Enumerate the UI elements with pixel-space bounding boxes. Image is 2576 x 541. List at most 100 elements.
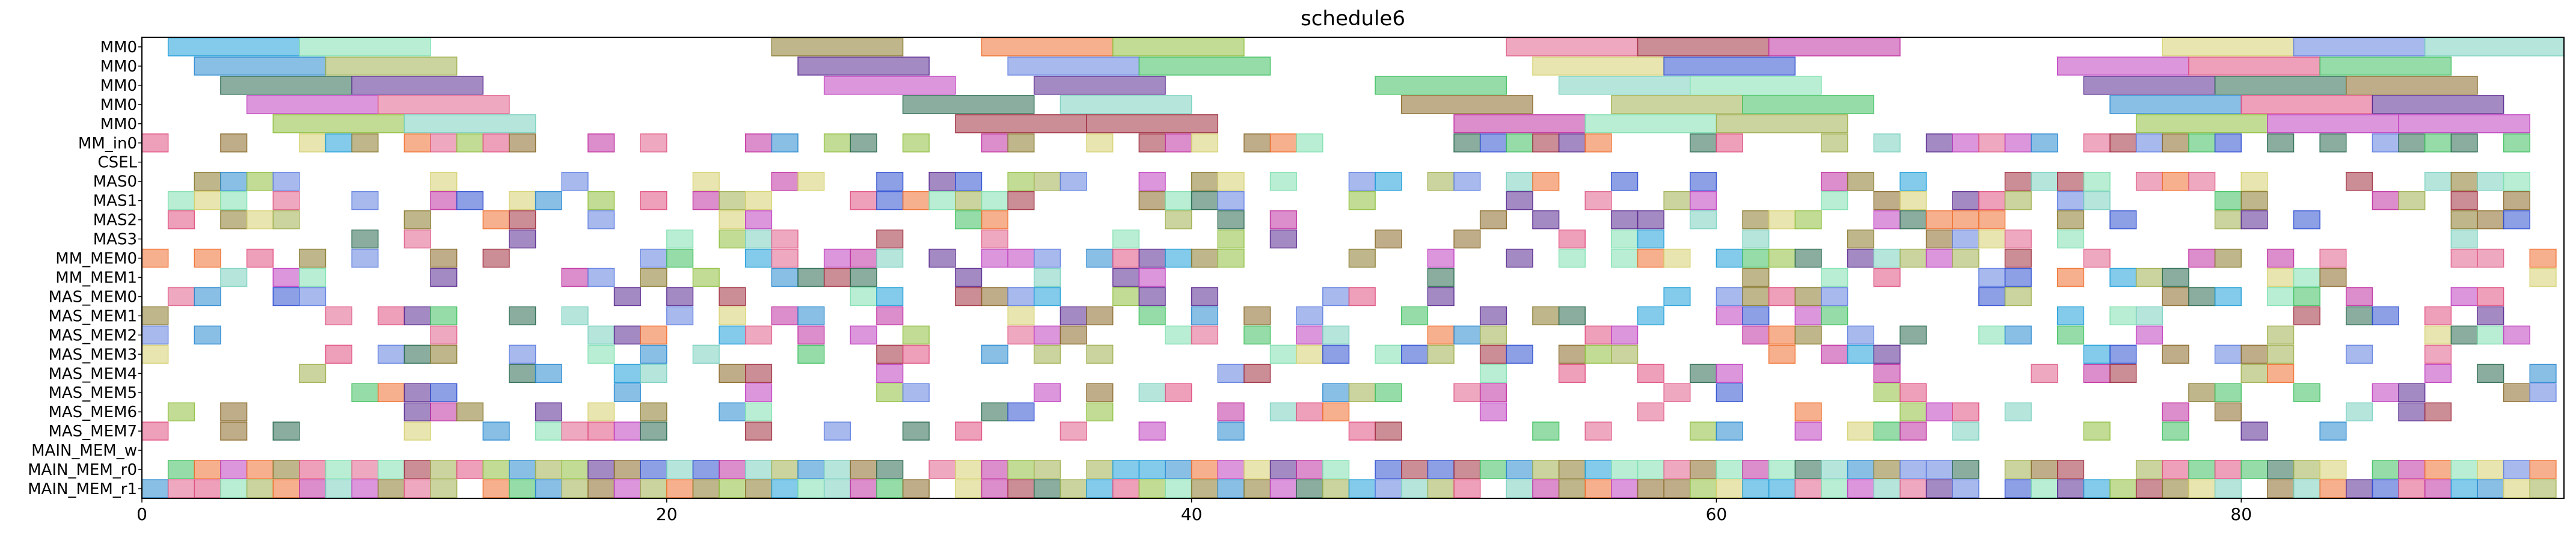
- gantt-bar: [246, 248, 274, 268]
- gantt-bar: [1217, 229, 1245, 249]
- gantt-bar: [1978, 325, 2006, 345]
- gantt-bar: [1086, 306, 1114, 326]
- gantt-bar: [1138, 248, 1166, 268]
- gantt-bar: [1900, 171, 1927, 191]
- gantt-bar: [1479, 402, 1507, 421]
- gantt-bar: [771, 479, 799, 498]
- gantt-bar: [2477, 210, 2504, 230]
- gantt-bar: [2083, 76, 2216, 95]
- gantt-bar: [1217, 364, 1245, 384]
- gantt-bar: [876, 171, 904, 191]
- gantt-bar: [1873, 191, 1901, 210]
- gantt-bar: [1034, 460, 1061, 479]
- gantt-bar: [1690, 191, 1717, 210]
- gantt-bar: [1716, 114, 1848, 133]
- gantt-bar: [1690, 76, 1822, 95]
- row-label: MAIN_MEM_w: [31, 442, 137, 460]
- gantt-bar: [2240, 95, 2373, 114]
- gantt-bar: [1453, 479, 1481, 498]
- gantt-bar: [1690, 421, 1717, 441]
- gantt-bar: [2477, 287, 2504, 307]
- gantt-bar: [1060, 95, 1192, 114]
- gantt-bar: [981, 229, 1008, 249]
- gantt-bar: [1716, 133, 1743, 153]
- gantt-bar: [2319, 248, 2347, 268]
- gantt-bar: [1768, 344, 1796, 364]
- gantt-bar: [1034, 171, 1061, 191]
- gantt-bar: [535, 364, 562, 384]
- gantt-bar: [2267, 364, 2295, 384]
- gantt-bar: [351, 460, 379, 479]
- gantt-bar: [2372, 191, 2399, 210]
- gantt-bar: [1952, 421, 1980, 441]
- gantt-bar: [430, 479, 458, 498]
- gantt-bar: [1479, 364, 1507, 384]
- gantt-bar: [1690, 364, 1717, 384]
- gantt-bar: [1873, 460, 1901, 479]
- gantt-bar: [1375, 421, 1402, 441]
- gantt-bar: [876, 383, 904, 402]
- gantt-bar: [1873, 210, 1901, 230]
- gantt-bar: [2424, 460, 2452, 479]
- gantt-bar: [2424, 133, 2452, 153]
- gantt-bar: [403, 133, 431, 153]
- gantt-bar: [1269, 344, 1297, 364]
- gantt-bar: [1322, 402, 1350, 421]
- gantt-bar: [2109, 344, 2137, 364]
- gantt-bar: [902, 479, 930, 498]
- gantt-bar: [2529, 383, 2557, 402]
- gantt-bar: [719, 210, 746, 230]
- gantt-bar: [430, 306, 458, 326]
- gantt-bar: [1794, 479, 1822, 498]
- gantt-bar: [167, 402, 195, 421]
- gantt-bar: [1217, 248, 1245, 268]
- gantt-bar: [2214, 248, 2242, 268]
- gantt-bar: [2188, 248, 2216, 268]
- gantt-bar: [272, 479, 300, 498]
- gantt-bar: [430, 248, 458, 268]
- gantt-bar: [719, 306, 746, 326]
- gantt-bar: [2346, 344, 2373, 364]
- row-label: MAS_MEM2: [48, 326, 137, 344]
- gantt-bar: [1191, 191, 1219, 210]
- gantt-bar: [1244, 364, 1271, 384]
- gantt-bar: [2267, 248, 2295, 268]
- gantt-bar: [1165, 325, 1192, 345]
- gantt-bar: [167, 191, 195, 210]
- gantt-bar: [850, 287, 877, 307]
- gantt-bar: [1637, 479, 1664, 498]
- gantt-bar: [561, 460, 589, 479]
- gantt-bar: [2346, 479, 2373, 498]
- gantt-bar: [1138, 460, 1166, 479]
- gantt-bar: [1479, 344, 1507, 364]
- gantt-bar: [1873, 267, 1901, 287]
- gantt-bar: [1112, 287, 1140, 307]
- gantt-bar: [744, 229, 773, 249]
- gantt-bar: [2267, 344, 2295, 364]
- gantt-bar: [1742, 95, 1875, 114]
- gantt-bar: [1558, 248, 1586, 268]
- gantt-bar: [1296, 306, 1323, 326]
- gantt-bar: [1191, 460, 1219, 479]
- gantt-bar: [351, 229, 379, 249]
- gantt-bar: [771, 460, 799, 479]
- gantt-bar: [2214, 287, 2242, 307]
- gantt-bar: [640, 248, 667, 268]
- gantt-bar: [587, 421, 615, 441]
- gantt-bar: [1900, 191, 1927, 210]
- gantt-bar: [1663, 57, 1796, 76]
- gantt-bar: [613, 479, 641, 498]
- gantt-bar: [1086, 383, 1114, 402]
- gantt-bar: [509, 364, 536, 384]
- gantt-bar: [299, 479, 327, 498]
- gantt-bar: [1400, 479, 1429, 498]
- gantt-bar: [1558, 133, 1586, 153]
- gantt-bar: [1821, 133, 1848, 153]
- gantt-bar: [1952, 191, 1980, 210]
- gantt-bar: [509, 229, 536, 249]
- gantt-bar: [2450, 479, 2478, 498]
- gantt-bar: [220, 402, 248, 421]
- gantt-bar: [1716, 248, 1743, 268]
- gantt-bar: [430, 383, 458, 402]
- row-label: MM0: [100, 77, 137, 95]
